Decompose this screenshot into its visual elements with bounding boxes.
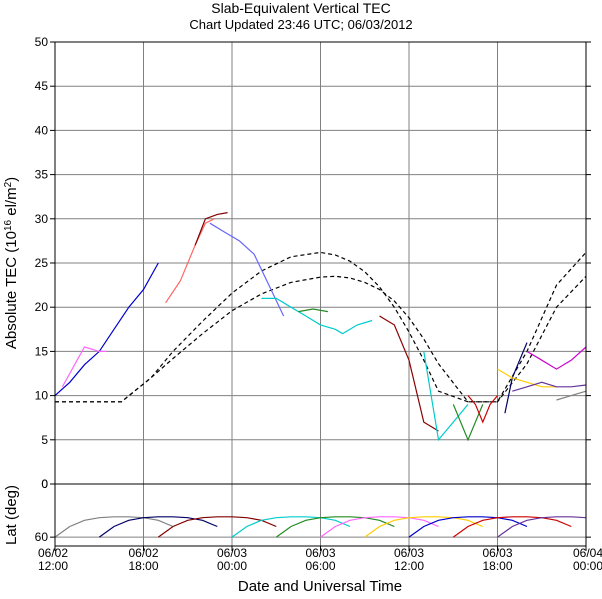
tec-series-line [165,218,215,304]
tec-series-line [504,342,528,414]
tec-series-line [467,395,498,424]
tec-series-line [209,222,285,317]
y-axis-label-part: Absolute TEC (10 [3,231,20,349]
tec-series-line [452,404,484,442]
main-y-tick-label: 40 [35,123,49,137]
y-axis-label-part: ) [3,177,20,182]
x-tick-label-time: 18:00 [128,559,158,573]
main-y-tick-label: 30 [35,212,49,226]
x-tick-label-date: 06/03 [482,546,512,560]
x-tick-label-time: 12:00 [394,559,424,573]
x-tick-label-time: 06:00 [305,559,335,573]
lat-y-axis-label: Lat (deg) [3,485,20,545]
x-tick-label-date: 06/03 [217,546,247,560]
x-tick-label-time: 12:00 [38,559,68,573]
lat-series-line [231,516,351,538]
main-y-tick-label: 20 [35,300,49,314]
lat-y-tick-label: 60 [35,530,49,544]
lat-y-tick-label: 0 [41,477,48,491]
main-y-tick-label: 10 [35,389,49,403]
tec-series-line [261,297,373,335]
lat-series-line [320,516,439,538]
chart-title: Slab-Equivalent Vertical TEC [211,0,391,16]
lat-series-line [497,516,587,538]
lat-series-line [408,516,528,538]
x-tick-label-time: 18:00 [482,559,512,573]
main-y-tick-label: 15 [35,344,49,358]
tec-series-line [194,212,228,246]
main-y-axis-label: Absolute TEC (1016 el/m2) [3,177,21,349]
tec-series-line [61,346,107,388]
tec-series-line [526,346,587,370]
main-y-tick-label: 50 [35,35,49,49]
x-tick-label-date: 06/04 [573,546,602,560]
x-tick-label-date: 06/02 [38,546,68,560]
lat-series-line [452,516,572,538]
x-tick-label-time: 00:00 [573,559,602,573]
main-y-tick-label: 45 [35,79,49,93]
x-axis-label: Date and Universal Time [238,578,402,594]
y-axis-label-superscript: 2 [3,181,14,187]
tec-series-line [54,262,159,397]
lat-series-line [54,516,174,538]
x-tick-label-date: 06/02 [128,546,158,560]
main-y-tick-label: 0 [41,477,48,491]
main-y-tick-label: 25 [35,256,49,270]
lat-series-line [98,516,218,538]
main-y-tick-label: 35 [35,168,49,182]
x-tick-label-time: 00:00 [217,559,247,573]
tec-series-line [298,308,329,313]
x-tick-label-date: 06/03 [394,546,424,560]
y-axis-label-superscript: 16 [3,219,14,231]
tec-series-line [55,275,587,403]
lat-series-line [157,516,277,538]
chart-subtitle: Chart Updated 23:46 UTC; 06/03/2012 [189,17,412,32]
tec-series-line [512,381,587,392]
x-tick-label-date: 06/03 [305,546,335,560]
tec-series-line [379,315,439,432]
tec-series-line [423,351,469,442]
lat-series-line [364,516,484,538]
tec-series-line [556,390,587,401]
main-y-tick-label: 5 [41,433,48,447]
tec-series-line [497,368,557,388]
lat-series-line [275,516,395,538]
y-axis-label-part: el/m [3,187,20,220]
